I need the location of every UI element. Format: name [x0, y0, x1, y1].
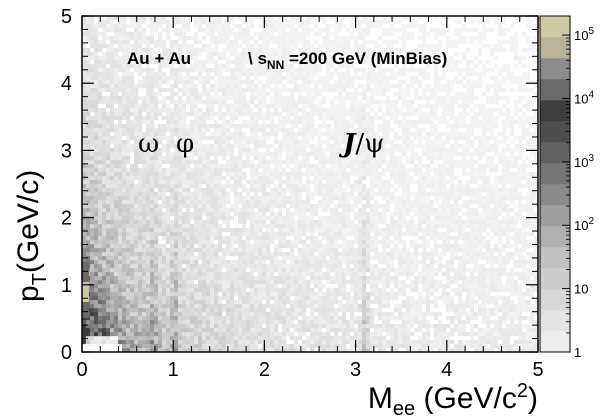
- colorbar-band: [540, 247, 570, 269]
- colorbar-tick-exp: 4: [588, 89, 594, 100]
- x-title-main: M: [368, 382, 393, 415]
- colorbar-band: [540, 163, 570, 185]
- x-title-end: ): [528, 382, 538, 415]
- y-tick-label: 3: [61, 140, 72, 162]
- colorbar-tick-exp: 5: [588, 26, 594, 37]
- energy-label: \ sNN =200 GeV (MinBias): [248, 49, 447, 72]
- colorbar-band: [540, 37, 570, 59]
- y-title-main: p: [12, 285, 45, 302]
- colorbar-band: [540, 16, 570, 38]
- y-tick-label: 2: [61, 208, 72, 230]
- colorbar-tick-label: 102: [574, 216, 594, 233]
- x-tick-label: 1: [168, 359, 179, 381]
- x-axis-ticks: 0 1 2 3 4 5: [76, 16, 544, 381]
- x-tick-label: 3: [350, 359, 361, 381]
- x-tick-label: 2: [259, 359, 270, 381]
- jpsi-rest: /ψ: [355, 129, 384, 159]
- colorbar-tick-exp: 3: [588, 153, 594, 164]
- colorbar-band: [540, 310, 570, 332]
- energy-sub: NN: [267, 58, 284, 72]
- x-tick-label: 4: [441, 359, 452, 381]
- colorbar-band: [540, 289, 570, 311]
- y-tick-label: 0: [61, 342, 72, 364]
- plot-frame: [81, 15, 539, 353]
- colorbar-tick-exp: 2: [588, 216, 594, 227]
- jpsi-j: J: [338, 129, 357, 159]
- colorbar-band: [540, 142, 570, 164]
- colorbar-tick-label: 104: [574, 89, 594, 106]
- colorbar-band: [540, 79, 570, 101]
- y-title-sub: T: [29, 273, 51, 285]
- x-title-rest: (GeV/c: [415, 382, 517, 415]
- colorbar-tick-base: 10: [574, 218, 588, 233]
- collision-system-label: Au + Au: [127, 49, 191, 68]
- x-tick-label: 5: [532, 359, 543, 381]
- colorbar-tick-base: 10: [574, 28, 588, 43]
- y-tick-label: 5: [61, 6, 72, 28]
- y-axis-title: pT(GeV/c): [12, 170, 51, 302]
- y-title-rest: (GeV/c): [12, 170, 45, 273]
- colorbar-tick-base: 10: [574, 91, 588, 106]
- energy-prefix: \ s: [248, 49, 267, 68]
- colorbar-band: [540, 268, 570, 290]
- energy-rest: =200 GeV (MinBias): [284, 49, 447, 68]
- colorbar-band: [540, 58, 570, 80]
- y-tick-label: 1: [61, 275, 72, 297]
- heatmap-cells: [82, 16, 539, 353]
- colorbar-band: [540, 100, 570, 122]
- x-title-sub: ee: [393, 398, 415, 420]
- colorbar-tick-label: 105: [574, 26, 594, 43]
- colorbar-tick-label: 103: [574, 153, 594, 170]
- colorbar-tick-label: 1: [574, 345, 581, 360]
- colorbar-tick-base: 10: [574, 282, 588, 297]
- colorbar-band: [540, 226, 570, 248]
- colorbar-frame: [539, 15, 571, 353]
- x-tick-label: 0: [76, 359, 87, 381]
- colorbar-band: [540, 331, 570, 353]
- colorbar-band: [540, 121, 570, 143]
- omega-label: ω: [138, 129, 159, 159]
- colorbar-band: [540, 205, 570, 227]
- colorbar-band: [540, 184, 570, 206]
- x-axis-title: Mee (GeV/c2): [368, 380, 538, 420]
- colorbar-tick-label: 10: [574, 282, 588, 297]
- y-tick-label: 4: [61, 73, 72, 95]
- colorbar-tick-base: 1: [574, 345, 581, 360]
- phi-label: φ: [176, 129, 194, 159]
- x-title-sup: 2: [517, 380, 528, 402]
- jpsi-label: J/ψ: [338, 129, 384, 159]
- colorbar-tick-base: 10: [574, 155, 588, 170]
- y-axis-ticks: 0 1 2 3 4 5: [61, 6, 538, 364]
